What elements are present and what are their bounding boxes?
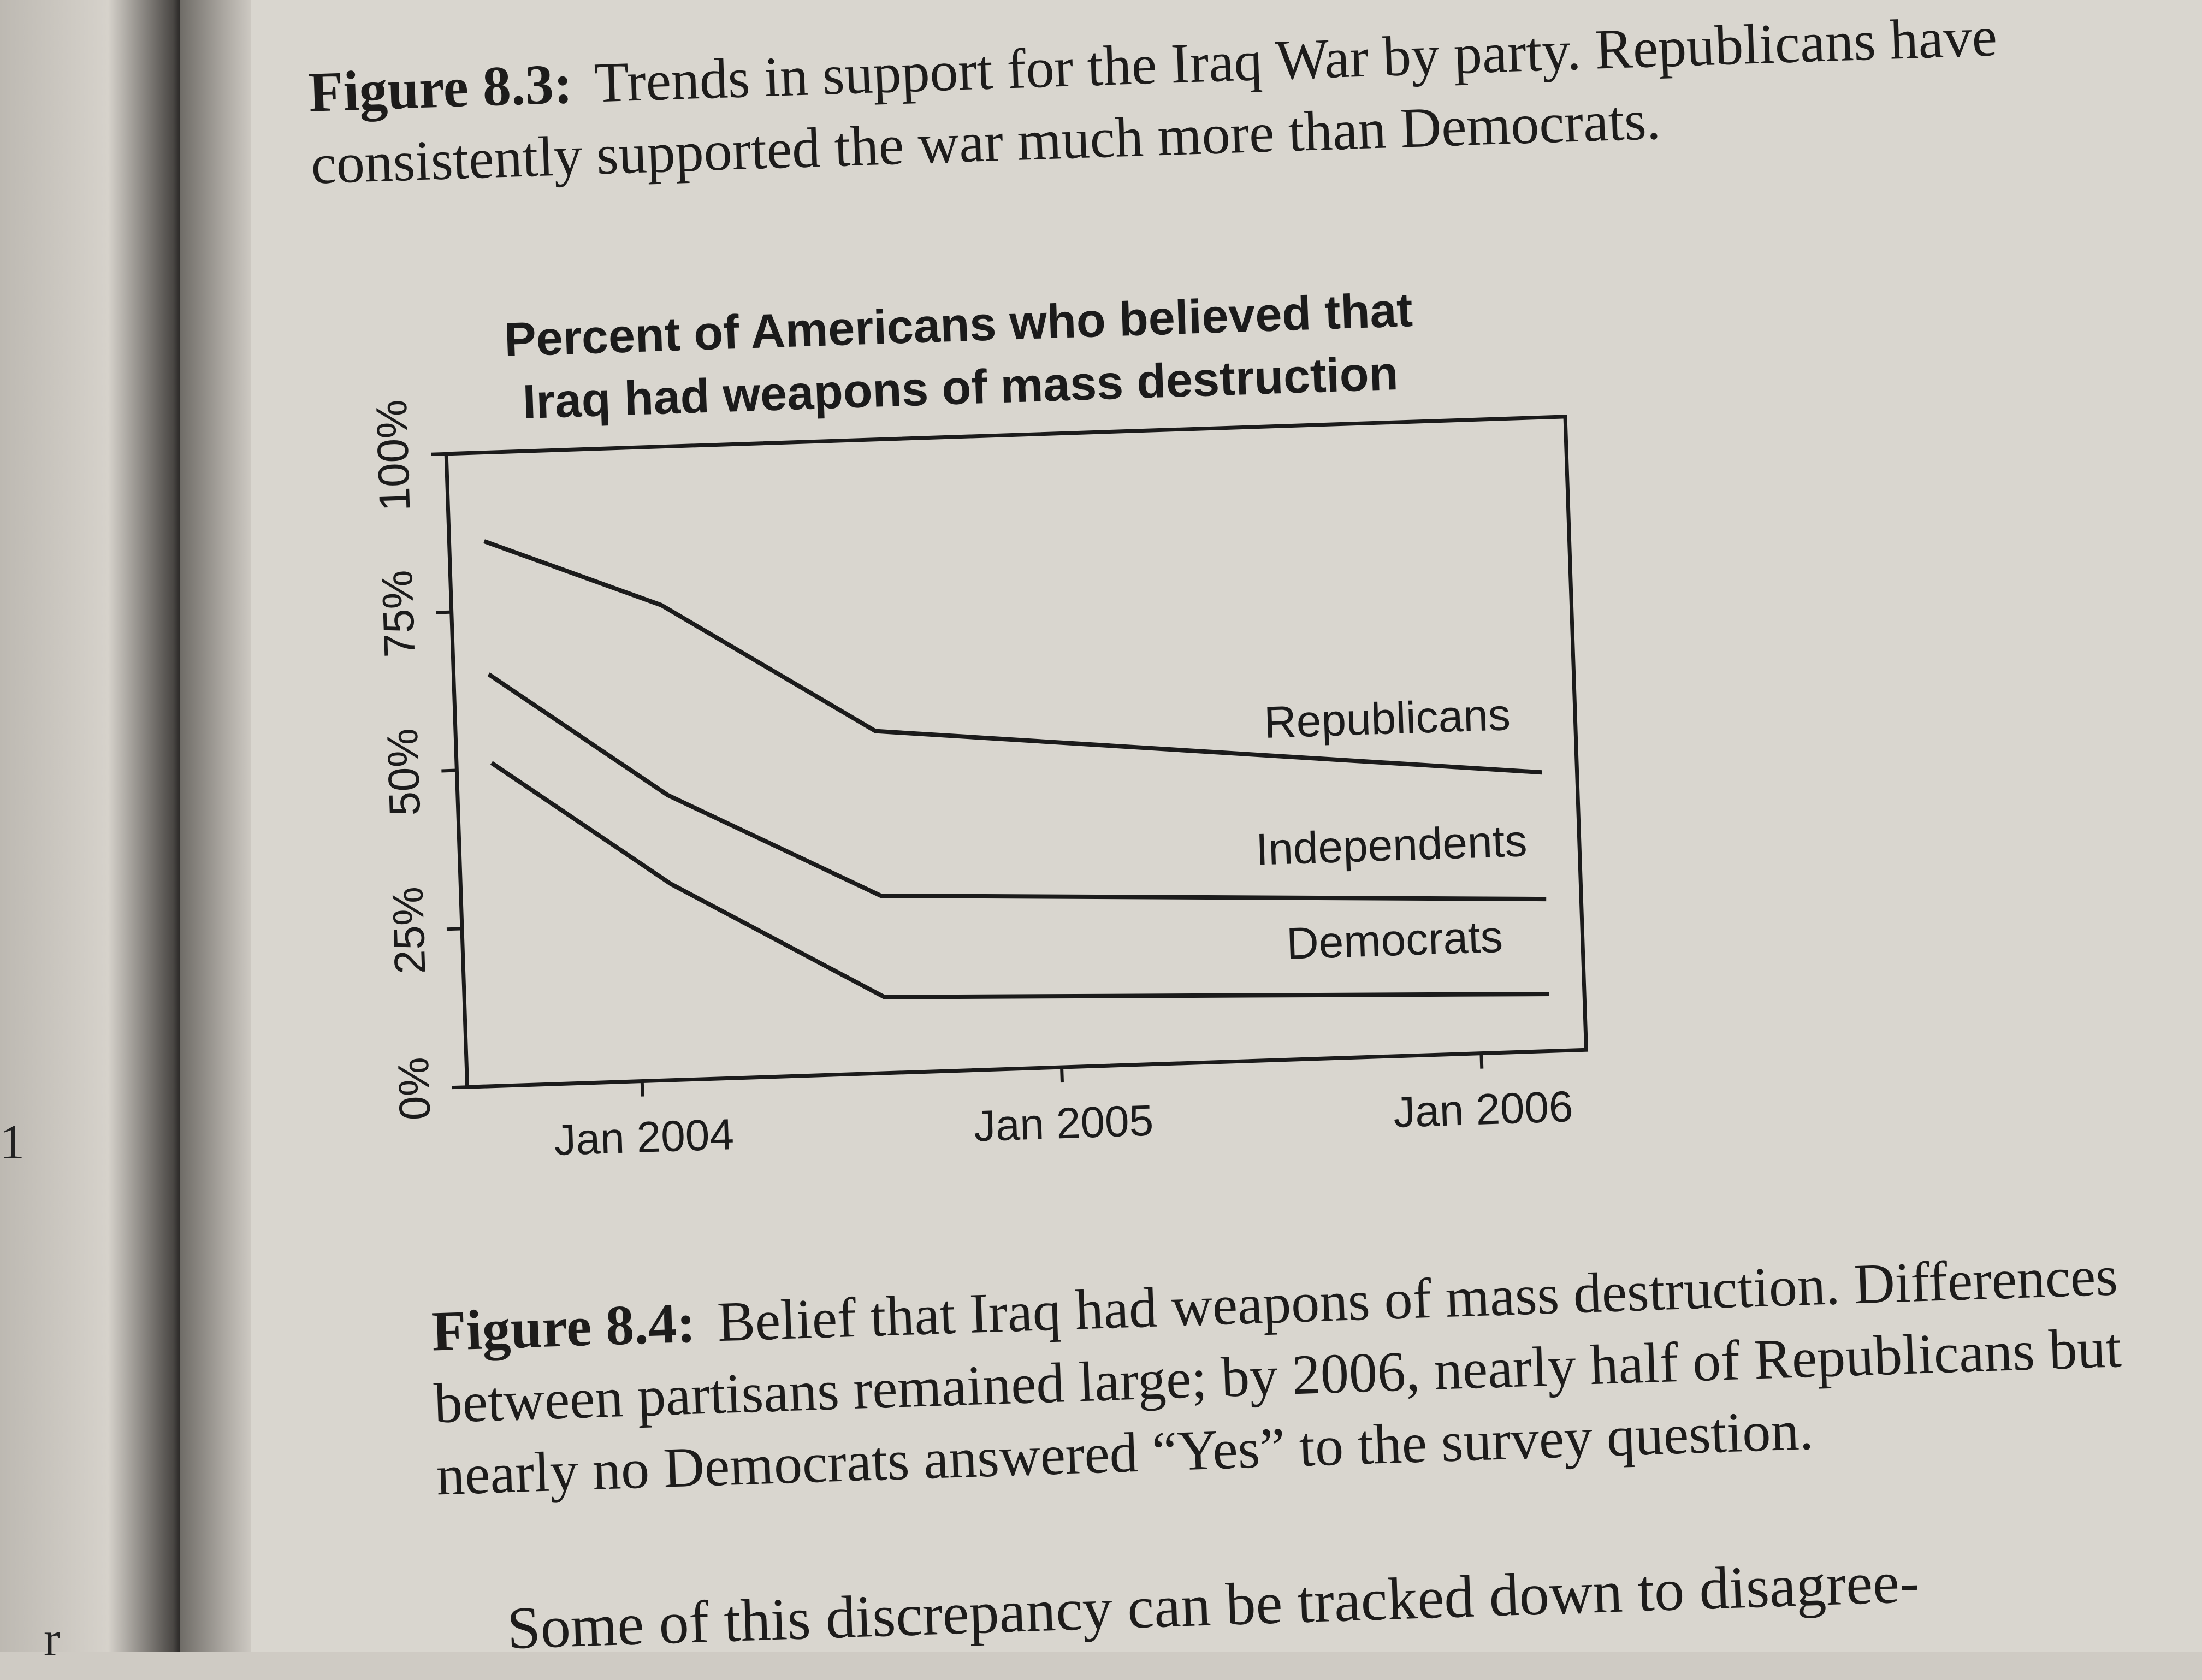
page-content: Figure 8.3: Trends in support for the Ira… bbox=[224, 0, 2202, 1680]
y-axis: 0% 25% 50% 75% 100% bbox=[367, 399, 467, 1121]
x-tick bbox=[1479, 1053, 1484, 1069]
series-line-democrats bbox=[490, 761, 1549, 999]
y-tick-label: 50% bbox=[378, 727, 429, 817]
x-tick-label: Jan 2005 bbox=[973, 1096, 1154, 1151]
x-tick-label: Jan 2004 bbox=[553, 1110, 735, 1164]
series-label-independents: Independents bbox=[1255, 816, 1528, 874]
left-page-text-fragment: r bbox=[44, 1612, 60, 1666]
y-tick bbox=[446, 927, 463, 931]
book-gutter-shadow bbox=[180, 0, 257, 1652]
y-tick bbox=[436, 610, 452, 614]
plot-frame bbox=[444, 415, 1589, 1089]
series-line-republicans bbox=[483, 539, 1542, 775]
series-label-republicans: Republicans bbox=[1263, 690, 1511, 748]
series-line-independents bbox=[487, 672, 1547, 902]
left-page-edge: 1 r bbox=[0, 0, 180, 1666]
y-tick-label: 100% bbox=[367, 399, 419, 512]
y-tick-label: 0% bbox=[389, 1056, 440, 1121]
series-label-democrats: Democrats bbox=[1286, 912, 1503, 969]
chart-title: Percent of Americans who believed thatIr… bbox=[503, 282, 1413, 429]
y-tick-label: 25% bbox=[383, 886, 434, 975]
book-page: Figure 8.3: Trends in support for the Ira… bbox=[251, 0, 2202, 1661]
x-tick-label: Jan 2006 bbox=[1393, 1082, 1574, 1137]
series-lines: Republicans Independents Democrats bbox=[483, 539, 1549, 999]
left-page-text-fragment: 1 bbox=[0, 1115, 25, 1169]
x-axis: Jan 2004 Jan 2005 Jan 2006 bbox=[553, 1053, 1574, 1164]
y-tick-label: 75% bbox=[372, 569, 424, 658]
figure-8-4-label: Figure 8.4: bbox=[430, 1291, 697, 1363]
wmd-belief-line-chart: Percent of Americans who believed thatIr… bbox=[367, 282, 1589, 1164]
x-tick bbox=[640, 1081, 644, 1097]
